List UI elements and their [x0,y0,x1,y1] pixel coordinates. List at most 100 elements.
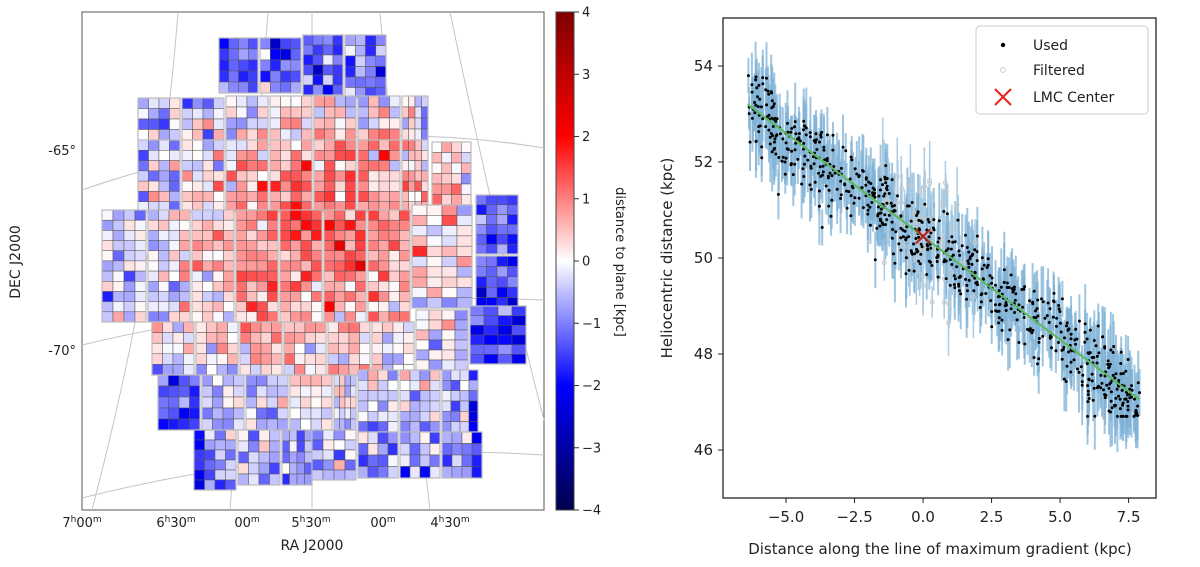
dec-tick-label: -65° [48,144,76,159]
used-point [1077,370,1081,374]
used-point [1023,342,1027,346]
heatmap-cell [507,255,519,267]
used-point [1109,390,1113,394]
used-point [1093,414,1097,418]
used-point [990,281,994,285]
heatmap-cell [310,396,322,409]
heatmap-cell [355,76,366,88]
x-tick-label: 2.5 [980,508,1004,526]
heatmap-cell [429,421,441,433]
used-point [776,192,780,196]
heatmap-cell [179,219,191,231]
used-point [818,165,822,169]
heatmap-cell [375,76,387,88]
ra-tick-label: 5h30m [291,515,330,531]
heatmap-cell [192,191,204,202]
heatmap-cell [409,369,421,381]
used-point [768,142,772,146]
used-point [912,269,916,273]
heatmap-cell [280,37,292,50]
used-point [756,105,760,109]
heatmap-cell [245,396,257,409]
heatmap-cell [216,321,228,333]
heatmap-cell [267,240,279,251]
heatmap-cell [357,106,369,119]
heatmap-cell [280,48,292,61]
heatmap-cell [259,37,271,50]
heatmap-cell [441,349,456,361]
heatmap-cell [323,301,335,313]
used-point [829,214,833,218]
filtered-point [940,239,945,245]
heatmap-cell [258,473,270,486]
heatmap-cell [162,353,174,365]
used-point [1080,380,1084,384]
heatmap-cell [348,353,360,365]
used-point [1107,365,1111,369]
heatmap-cell [204,459,216,471]
used-point [993,303,997,307]
used-point [822,148,826,152]
heatmap-cell [357,139,369,151]
heatmap-cell [168,311,180,323]
used-point [1008,328,1012,332]
used-point [1060,297,1064,301]
heatmap-cell [223,240,235,251]
heatmap-cell [236,160,248,172]
used-point [990,310,994,314]
used-point [965,246,969,249]
heatmap-cell [204,469,216,481]
heatmap-cell [378,117,390,130]
heatmap-cell [300,240,312,251]
used-point [1028,299,1031,303]
used-point [777,156,781,159]
used-point [1118,407,1122,411]
heatmap-cell [189,385,201,398]
heatmap-cell [421,160,429,172]
used-point [1034,309,1037,313]
used-point [970,262,974,266]
heatmap-cell [441,173,452,185]
used-point [1101,335,1104,339]
used-point [786,121,789,125]
heatmap-cell [419,390,431,402]
heatmap-tile-outline [218,37,259,94]
heatmap-cell [322,449,335,461]
heatmap-cell [344,45,356,57]
heatmap-cell [202,108,214,120]
used-point [1128,387,1132,391]
used-point [770,99,774,103]
heatmap-cell [409,390,421,402]
used-point [1006,338,1010,342]
used-point [1000,318,1004,322]
heatmap-cell [147,209,159,221]
heatmap-tile-outline [193,429,237,491]
heatmap-cell [216,353,228,365]
used-point [780,159,784,163]
heatmap-cell [348,332,360,344]
used-point [852,201,856,205]
heatmap-cell [403,342,415,355]
y-tick-label: 54 [694,57,713,75]
used-point [1108,382,1112,386]
used-point [967,278,971,282]
used-point [1100,381,1104,385]
heatmap-cell [401,106,409,119]
heatmap-cell [408,139,416,151]
heatmap-cell [137,160,149,172]
used-point [1096,324,1100,328]
used-point [883,213,887,217]
heatmap-cell [441,369,452,381]
heatmap-cell [147,250,159,262]
used-point [926,218,930,221]
used-point [1055,316,1059,320]
heatmap-cell [441,466,453,479]
used-point [896,194,899,198]
heatmap-cell [259,59,271,72]
heatmap-cell [333,469,346,481]
used-point [936,275,940,279]
used-point [876,205,880,209]
heatmap-cell [213,150,225,161]
heatmap-cell [112,291,125,302]
used-point [783,172,787,176]
